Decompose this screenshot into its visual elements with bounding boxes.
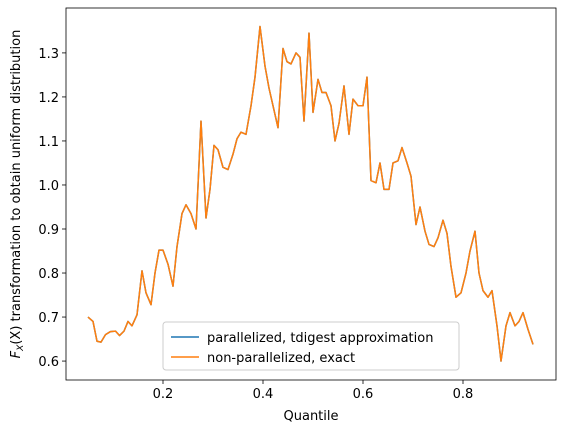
y-tick-label: 1.3 <box>38 47 59 62</box>
x-axis-label: Quantile <box>284 409 339 424</box>
legend-label: non-parallelized, exact <box>207 351 355 366</box>
y-axis-label: FX(X) transformation to obtain uniform d… <box>9 30 26 359</box>
y-tick-label: 0.7 <box>38 311 59 326</box>
x-tick-label: 0.6 <box>353 387 374 402</box>
legend-box <box>162 321 460 371</box>
y-tick-label: 1.2 <box>38 91 59 106</box>
legend-label: parallelized, tdigest approximation <box>207 331 433 346</box>
y-tick-label: 0.6 <box>38 355 59 370</box>
y-tick-label: 0.8 <box>38 267 59 282</box>
y-label-part: X <box>16 344 26 352</box>
legend: parallelized, tdigest approximation non-p… <box>162 321 460 371</box>
x-tick-label: 0.2 <box>153 387 174 402</box>
y-tick-label: 0.9 <box>38 223 59 238</box>
y-label-part: transformation to obtain uniform distrib… <box>9 30 24 326</box>
series-line <box>87 25 534 362</box>
x-tick-label: 0.4 <box>253 387 274 402</box>
y-label-part: F <box>9 350 24 358</box>
plot-frame <box>65 7 557 381</box>
y-label-part: (X) <box>9 326 24 345</box>
y-tick-label: 1.1 <box>38 135 59 150</box>
x-tick-label: 0.8 <box>453 387 474 402</box>
y-tick-label: 1.0 <box>38 179 59 194</box>
